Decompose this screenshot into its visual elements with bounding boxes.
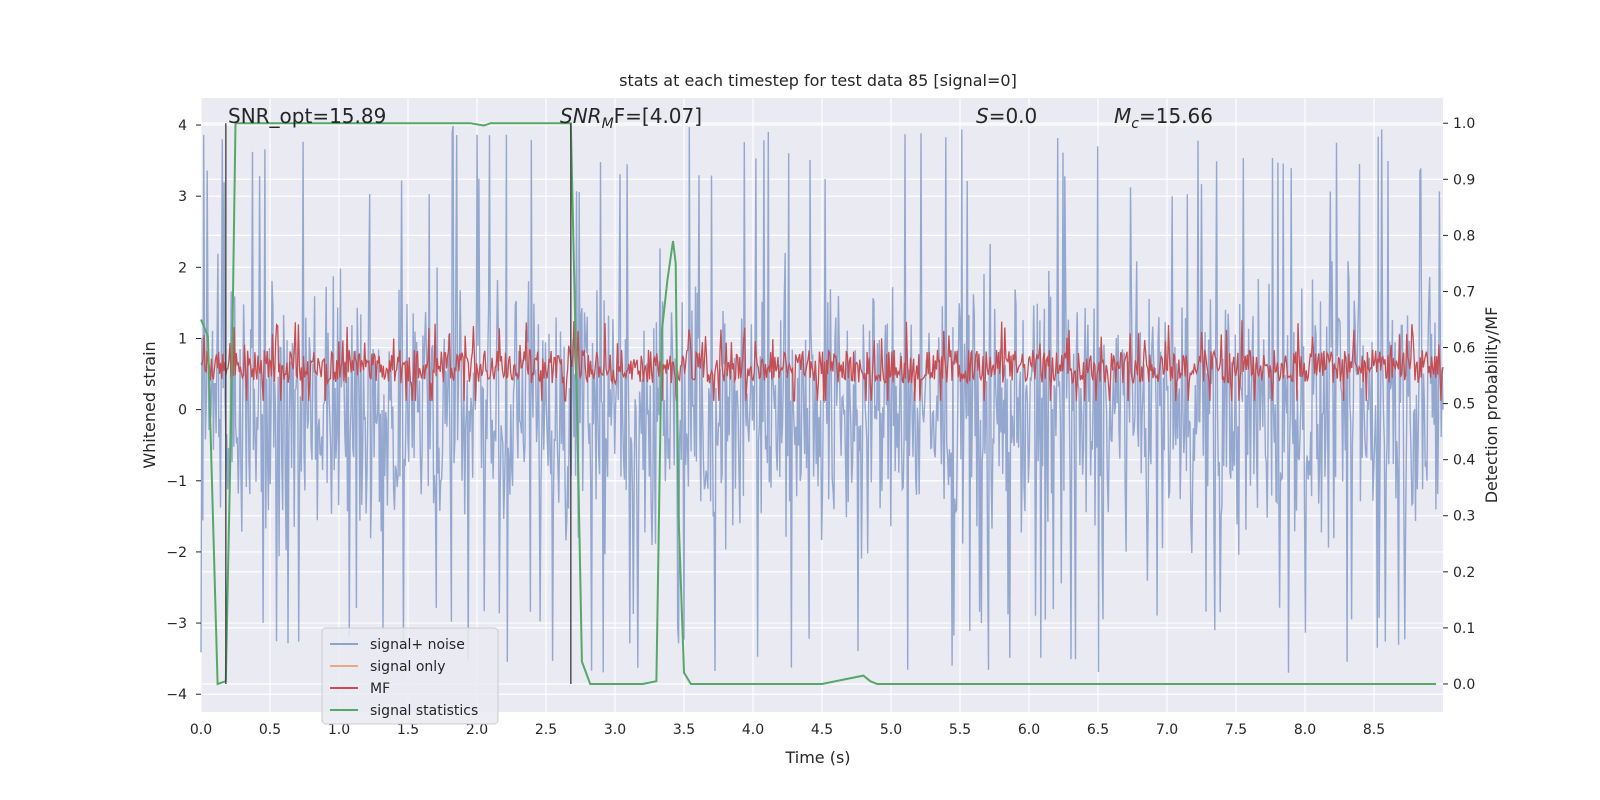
y2-tick-label: 0.7: [1453, 284, 1475, 300]
snr-mf-sub: M: [602, 116, 614, 132]
y-tick-label: −4: [166, 687, 187, 703]
y-tick-label: −2: [166, 545, 187, 561]
x-tick-label: 5.5: [949, 722, 971, 738]
series-mf: [200, 320, 1444, 402]
y2-tick-label: 0.0: [1453, 677, 1475, 693]
y2-tick-label: 0.3: [1453, 509, 1475, 525]
x-tick-label: 2.0: [466, 722, 488, 738]
y2-tick-label: 0.5: [1453, 397, 1475, 413]
series-signal-noise: [200, 125, 1444, 673]
y-tick-label: −3: [166, 616, 187, 632]
snr-mf-base: SNR: [560, 104, 602, 128]
y2-tick-label: 0.4: [1453, 453, 1475, 469]
legend-label: signal only: [370, 659, 445, 675]
snr-opt-annotation: SNR_opt=15.89: [228, 104, 386, 128]
x-axis-label: Time (s): [784, 748, 850, 767]
x-tick-label: 8.5: [1363, 722, 1385, 738]
s-rest: =0.0: [989, 104, 1038, 128]
y2-tick-label: 0.8: [1453, 228, 1475, 244]
y-tick-label: 3: [178, 189, 187, 205]
x-tick-label: 3.0: [604, 722, 626, 738]
x-tick-label: 6.0: [1018, 722, 1040, 738]
legend-label: signal statistics: [370, 703, 478, 719]
legend-box: [321, 627, 499, 725]
snr-mf-rest: F=[4.07]: [614, 104, 702, 128]
series-signal-statistics: [200, 122, 1437, 686]
legend-label: signal+ noise: [370, 637, 465, 653]
mc-sub: c: [1131, 116, 1139, 132]
y-axis-label: Whitened strain: [140, 341, 159, 468]
s-annotation: S=0.0: [976, 104, 1037, 128]
y-tick-label: 1: [178, 331, 187, 347]
x-tick-label: 1.5: [397, 722, 419, 738]
y-tick-label: 4: [178, 118, 187, 134]
y2-axis-ticks: 0.0 0.1 0.2 0.3 0.4 0.5 0.6 0.7 0.8 0.9 1.0: [1443, 116, 1475, 693]
x-tick-label: 2.5: [535, 722, 557, 738]
mc-annotation: Mc=15.66: [1114, 104, 1213, 132]
x-tick-label: 6.5: [1087, 722, 1109, 738]
vline-layer: [225, 123, 572, 684]
x-axis-ticks: 0.0 0.5 1.0 1.5 2.0 2.5 3.0 3.5 4.0 4.5 5.0 5.5 6.0 6…: [190, 722, 1385, 738]
x-tick-label: 4.0: [742, 722, 764, 738]
y2-tick-label: 0.6: [1453, 341, 1475, 357]
y2-tick-label: 0.2: [1453, 565, 1475, 581]
y2-axis-label: Detection probability/MF: [1482, 307, 1501, 504]
plot-area: [200, 98, 1444, 712]
x-tick-label: 7.5: [1225, 722, 1247, 738]
x-tick-label: 1.0: [328, 722, 350, 738]
y-tick-label: 0: [178, 403, 187, 419]
legend-label: MF: [370, 681, 390, 697]
chart-title: stats at each timestep for test data 85 …: [619, 71, 1017, 90]
legend: signal+ noise signal only MF signal statist…: [321, 627, 499, 725]
y-tick-label: −1: [166, 474, 187, 490]
s-var: S: [976, 104, 989, 128]
snr-mf-annotation: SNRMF=[4.07]: [560, 104, 702, 132]
mc-rest: =15.66: [1139, 104, 1213, 128]
y-tick-label: 2: [178, 260, 187, 276]
x-tick-label: 3.5: [673, 722, 695, 738]
y2-tick-label: 0.1: [1453, 621, 1475, 637]
x-tick-label: 7.0: [1156, 722, 1178, 738]
x-tick-label: 0.0: [190, 722, 212, 738]
y-axis-ticks: −4 −3 −2 −1 0 1 2 3 4: [166, 118, 201, 703]
x-tick-label: 4.5: [811, 722, 833, 738]
x-tick-label: 0.5: [259, 722, 281, 738]
mc-var: M: [1114, 104, 1131, 128]
y2-tick-label: 0.9: [1453, 172, 1475, 188]
x-tick-label: 8.0: [1294, 722, 1316, 738]
series-layer: [200, 122, 1444, 686]
x-tick-label: 5.0: [880, 722, 902, 738]
y2-tick-label: 1.0: [1453, 116, 1475, 132]
